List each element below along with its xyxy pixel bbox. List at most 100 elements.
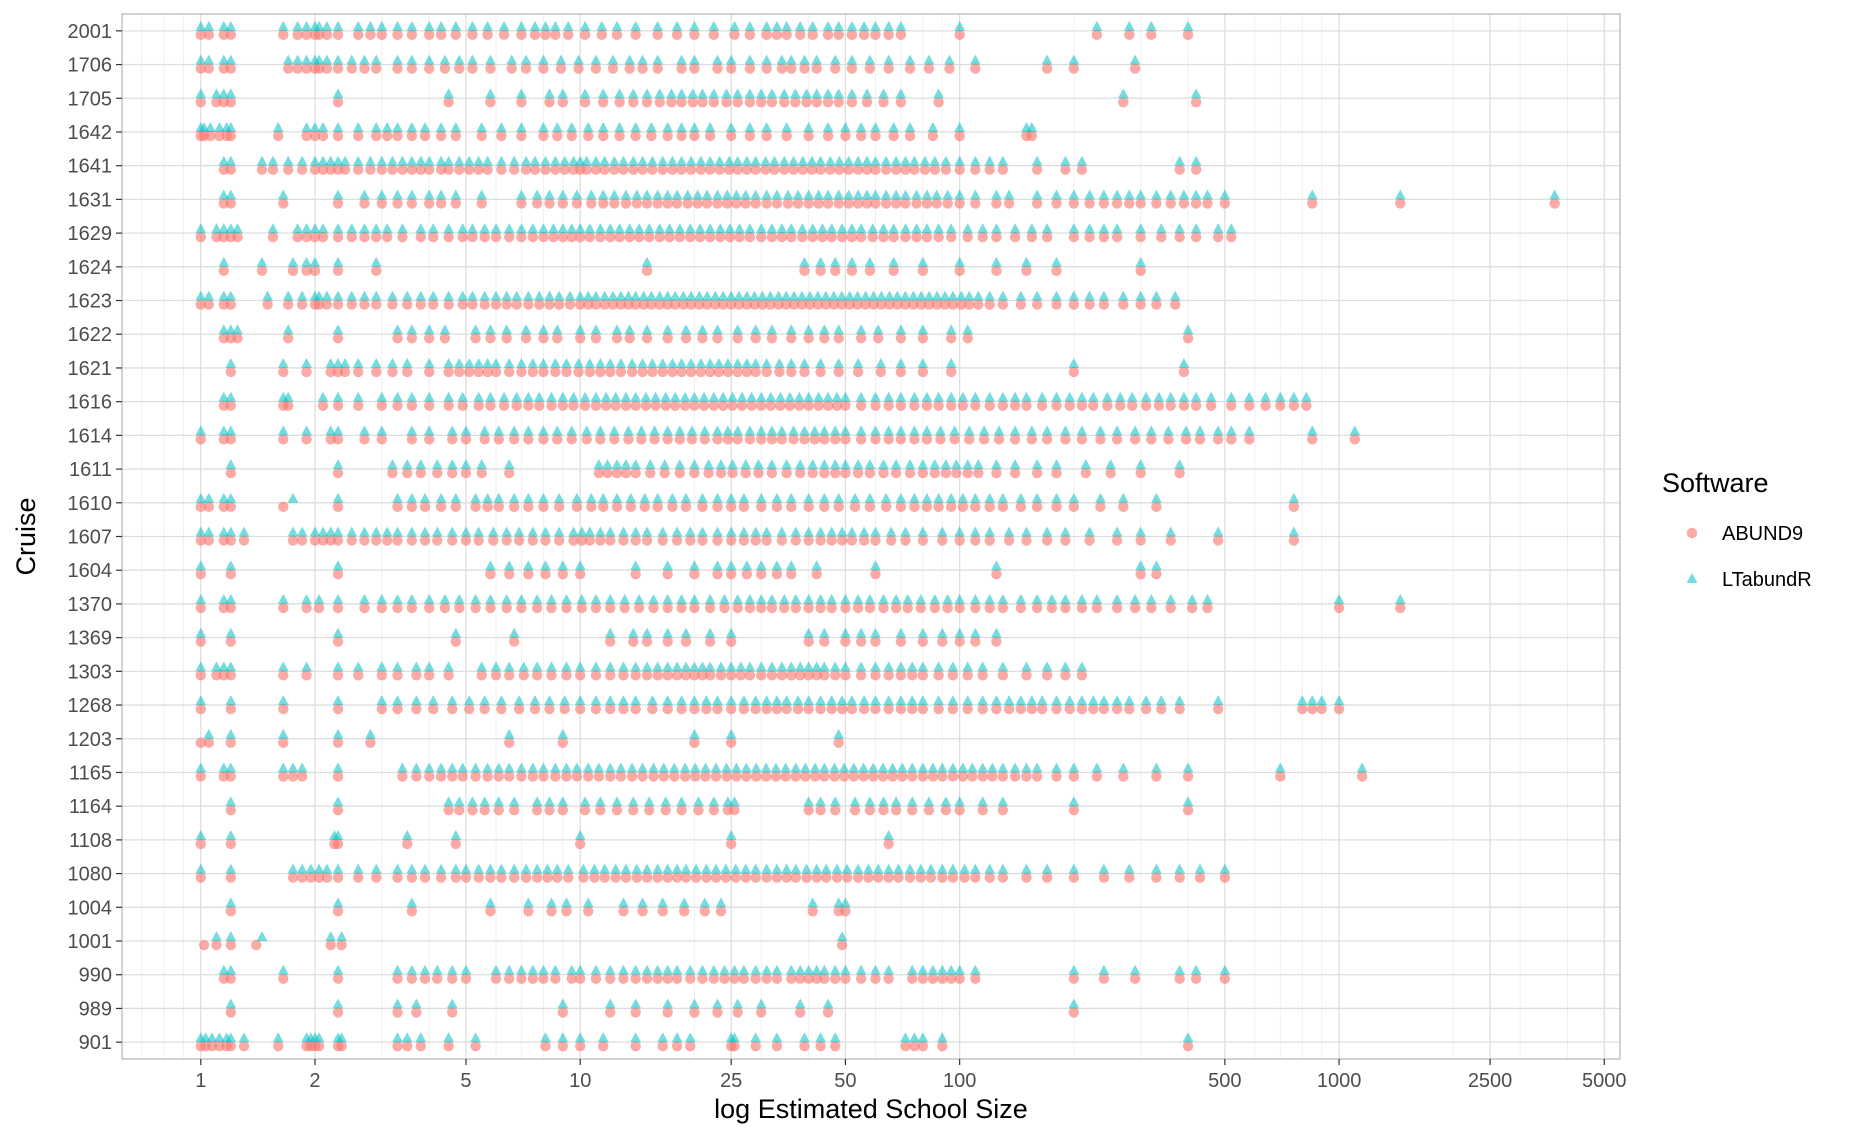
x-tick-label: 25 xyxy=(720,1070,742,1092)
ltabundr-point xyxy=(852,863,864,874)
ltabundr-point xyxy=(969,54,981,65)
abund9-point xyxy=(694,231,706,243)
abund9-point xyxy=(1098,299,1110,310)
ltabundr-point xyxy=(203,290,215,301)
abund9-point xyxy=(610,872,621,883)
ltabundr-point xyxy=(1068,290,1080,301)
abund9-point xyxy=(945,400,957,411)
ltabundr-point xyxy=(717,290,729,301)
ltabundr-point xyxy=(332,256,344,267)
y-tick-label: 1607 xyxy=(68,527,113,549)
ltabundr-point xyxy=(811,661,823,672)
ltabundr-point xyxy=(662,998,674,1009)
ltabundr-point xyxy=(692,189,704,200)
abund9-point xyxy=(671,1040,683,1052)
ltabundr-point xyxy=(376,20,388,31)
ltabundr-point xyxy=(818,762,830,773)
abund9-point xyxy=(833,501,844,512)
ltabundr-point xyxy=(1288,492,1300,503)
abund9-point xyxy=(1068,804,1080,816)
ltabundr-point xyxy=(627,627,639,638)
ltabundr-point xyxy=(695,155,707,166)
abund9-point xyxy=(313,29,325,41)
ltabundr-point xyxy=(336,931,347,941)
ltabundr-point xyxy=(470,1032,481,1043)
abund9-point xyxy=(1064,703,1075,715)
ltabundr-point xyxy=(392,1032,403,1043)
abund9-point xyxy=(1091,602,1103,614)
ltabundr-point xyxy=(917,324,929,335)
abund9-point xyxy=(1021,670,1032,681)
ltabundr-point xyxy=(652,492,664,503)
ltabundr-point xyxy=(1219,964,1231,975)
ltabundr-point xyxy=(1182,1032,1194,1043)
ltabundr-point xyxy=(1111,526,1123,537)
abund9-point xyxy=(900,535,911,546)
abund9-point xyxy=(516,130,527,142)
ltabundr-point xyxy=(562,20,574,31)
abund9-point xyxy=(751,771,762,782)
ltabundr-point xyxy=(870,695,881,706)
ltabundr-point xyxy=(931,189,943,200)
ltabundr-point xyxy=(878,593,889,604)
abund9-point xyxy=(1219,872,1231,883)
abund9-point xyxy=(1151,299,1162,310)
ltabundr-point xyxy=(443,88,455,99)
abund9-point xyxy=(332,198,344,209)
ltabundr-point xyxy=(689,459,700,470)
ltabundr-point xyxy=(1051,459,1062,470)
ltabundr-point xyxy=(836,931,848,941)
abund9-point xyxy=(496,703,507,715)
ltabundr-point xyxy=(836,695,848,706)
ltabundr-point xyxy=(611,796,623,807)
ltabundr-point xyxy=(1076,661,1088,672)
abund9-point xyxy=(1046,602,1058,614)
abund9-point xyxy=(840,400,851,411)
ltabundr-point xyxy=(1182,20,1194,31)
x-tick-label: 5 xyxy=(460,1070,471,1092)
ltabundr-point xyxy=(921,189,933,200)
ltabundr-point xyxy=(697,492,708,503)
abund9-point xyxy=(538,771,549,782)
ltabundr-point xyxy=(829,256,841,267)
ltabundr-point xyxy=(689,20,700,31)
abund9-point xyxy=(825,164,836,175)
abund9-point xyxy=(548,231,559,243)
abund9-point xyxy=(690,771,701,782)
abund9-point xyxy=(766,467,778,479)
abund9-point xyxy=(550,771,561,782)
ltabundr-point xyxy=(218,88,230,99)
abund9-point xyxy=(840,636,851,647)
ltabundr-point xyxy=(771,964,783,975)
abund9-point xyxy=(761,29,772,41)
abund9-point xyxy=(761,872,772,883)
abund9-point xyxy=(667,164,678,175)
abund9-point xyxy=(794,29,806,41)
ltabundr-point xyxy=(704,122,716,132)
abund9-point xyxy=(529,29,541,41)
ltabundr-point xyxy=(640,391,652,402)
ltabundr-point xyxy=(203,526,215,537)
abund9-point xyxy=(371,63,382,74)
ltabundr-point xyxy=(370,526,382,537)
abund9-point xyxy=(332,130,344,142)
abund9-point xyxy=(919,164,931,175)
abund9-point xyxy=(750,366,761,378)
ltabundr-point xyxy=(997,593,1009,604)
ltabundr-point xyxy=(277,20,289,31)
ltabundr-point xyxy=(712,54,723,65)
ltabundr-point xyxy=(387,290,398,301)
ltabundr-point xyxy=(649,425,660,436)
y-tick-label: 1621 xyxy=(68,358,113,380)
ltabundr-point xyxy=(781,20,793,31)
ltabundr-point xyxy=(450,829,462,840)
ltabundr-point xyxy=(761,526,773,537)
abund9-point xyxy=(997,804,1009,816)
abund9-point xyxy=(652,872,663,883)
ltabundr-point xyxy=(439,593,451,604)
ltabundr-point xyxy=(954,964,966,975)
abund9-point xyxy=(332,231,344,243)
abund9-point xyxy=(780,771,791,782)
abund9-point xyxy=(1151,569,1162,580)
ltabundr-point xyxy=(611,324,623,335)
